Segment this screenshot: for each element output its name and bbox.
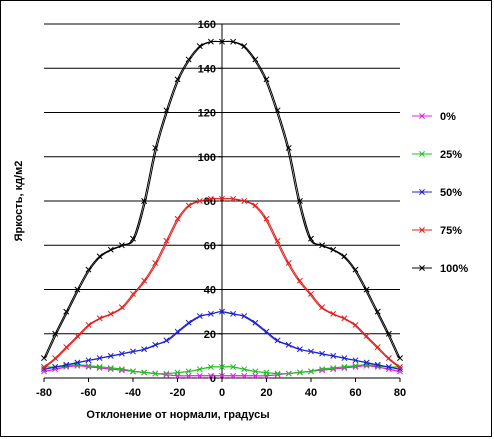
x-axis-title: Отклонение от нормали, градусы xyxy=(86,409,269,421)
legend-label: 50% xyxy=(440,187,462,199)
legend-item-25pct: 25% xyxy=(412,149,462,161)
x-tick-label: 60 xyxy=(349,387,361,399)
x-tick-label: 0 xyxy=(219,387,225,399)
legend-label: 100% xyxy=(440,263,468,275)
legend-item-100pct: 100% xyxy=(412,263,468,275)
x-tick-label: 80 xyxy=(394,387,406,399)
y-tick-label: 0 xyxy=(210,373,216,385)
x-tick-label: -60 xyxy=(81,387,97,399)
x-tick-label: 40 xyxy=(305,387,317,399)
y-tick-label: 160 xyxy=(198,19,216,31)
y-tick-label: 60 xyxy=(204,240,216,252)
x-tick-label: -40 xyxy=(125,387,141,399)
legend-label: 0% xyxy=(440,111,456,123)
y-axis-title: Яркость, кд/м2 xyxy=(13,161,25,242)
legend-item-0pct: 0% xyxy=(412,111,456,123)
y-tick-label: 140 xyxy=(198,63,216,75)
y-tick-label: 100 xyxy=(198,152,216,164)
axes: -80 -60 -40 -20 0 20 40 60 800204060801001201401… xyxy=(36,19,406,399)
legend: 0% 25% 50% 75% 100% xyxy=(412,111,468,275)
y-tick-label: 120 xyxy=(198,108,216,120)
legend-label: 25% xyxy=(440,149,462,161)
legend-label: 75% xyxy=(440,225,462,237)
legend-item-50pct: 50% xyxy=(412,187,462,199)
y-tick-label: 20 xyxy=(204,329,216,341)
x-tick-label: 20 xyxy=(260,387,272,399)
y-tick-label: 40 xyxy=(204,285,216,297)
legend-item-75pct: 75% xyxy=(412,225,462,237)
x-tick-label: -80 xyxy=(36,387,52,399)
x-tick-label: -20 xyxy=(170,387,186,399)
